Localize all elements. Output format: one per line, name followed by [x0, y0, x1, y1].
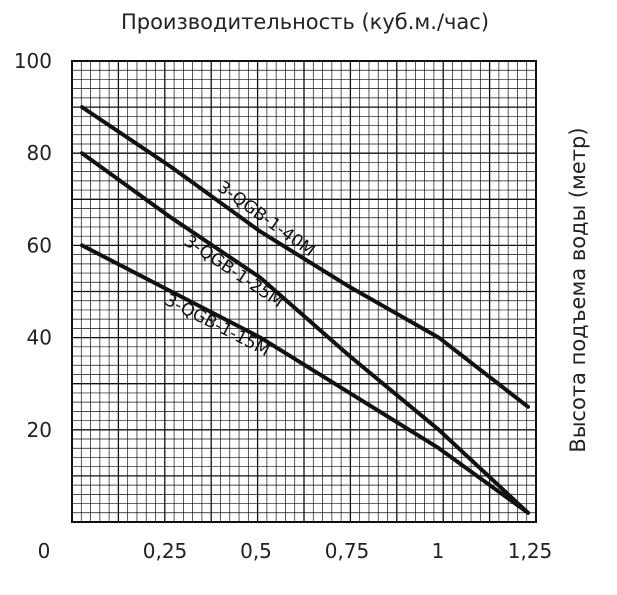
y-tick-label: 40: [27, 326, 52, 350]
y-tick-label: 20: [27, 418, 52, 442]
x-tick-label: 0,5: [240, 539, 272, 563]
series-label: 3-QGB-1-25M: [180, 231, 287, 312]
x-tick-label: 0: [38, 539, 51, 563]
chart-title: Производительность (куб.м./час): [121, 10, 489, 34]
x-tick-labels: 0 0,25 0,5 0,75 1 1,25: [38, 539, 553, 563]
series-line: [80, 243, 530, 515]
x-tick-label: 1,25: [508, 539, 553, 563]
y-tick-label: 60: [27, 233, 52, 257]
series-line: [80, 105, 530, 409]
grid-major: [72, 61, 536, 522]
y-tick-label: 100: [14, 49, 52, 73]
x-tick-label: 1: [432, 539, 445, 563]
plot-frame: [71, 60, 537, 523]
x-tick-label: 0,75: [325, 539, 370, 563]
x-tick-label: 0,25: [143, 539, 188, 563]
y-tick-labels: 20 40 60 80 100: [14, 49, 52, 442]
series-line: [80, 151, 530, 515]
y-tick-label: 80: [27, 141, 52, 165]
series-layer: [80, 105, 530, 515]
y-axis-label: Высота подъема воды (метр): [566, 127, 590, 452]
